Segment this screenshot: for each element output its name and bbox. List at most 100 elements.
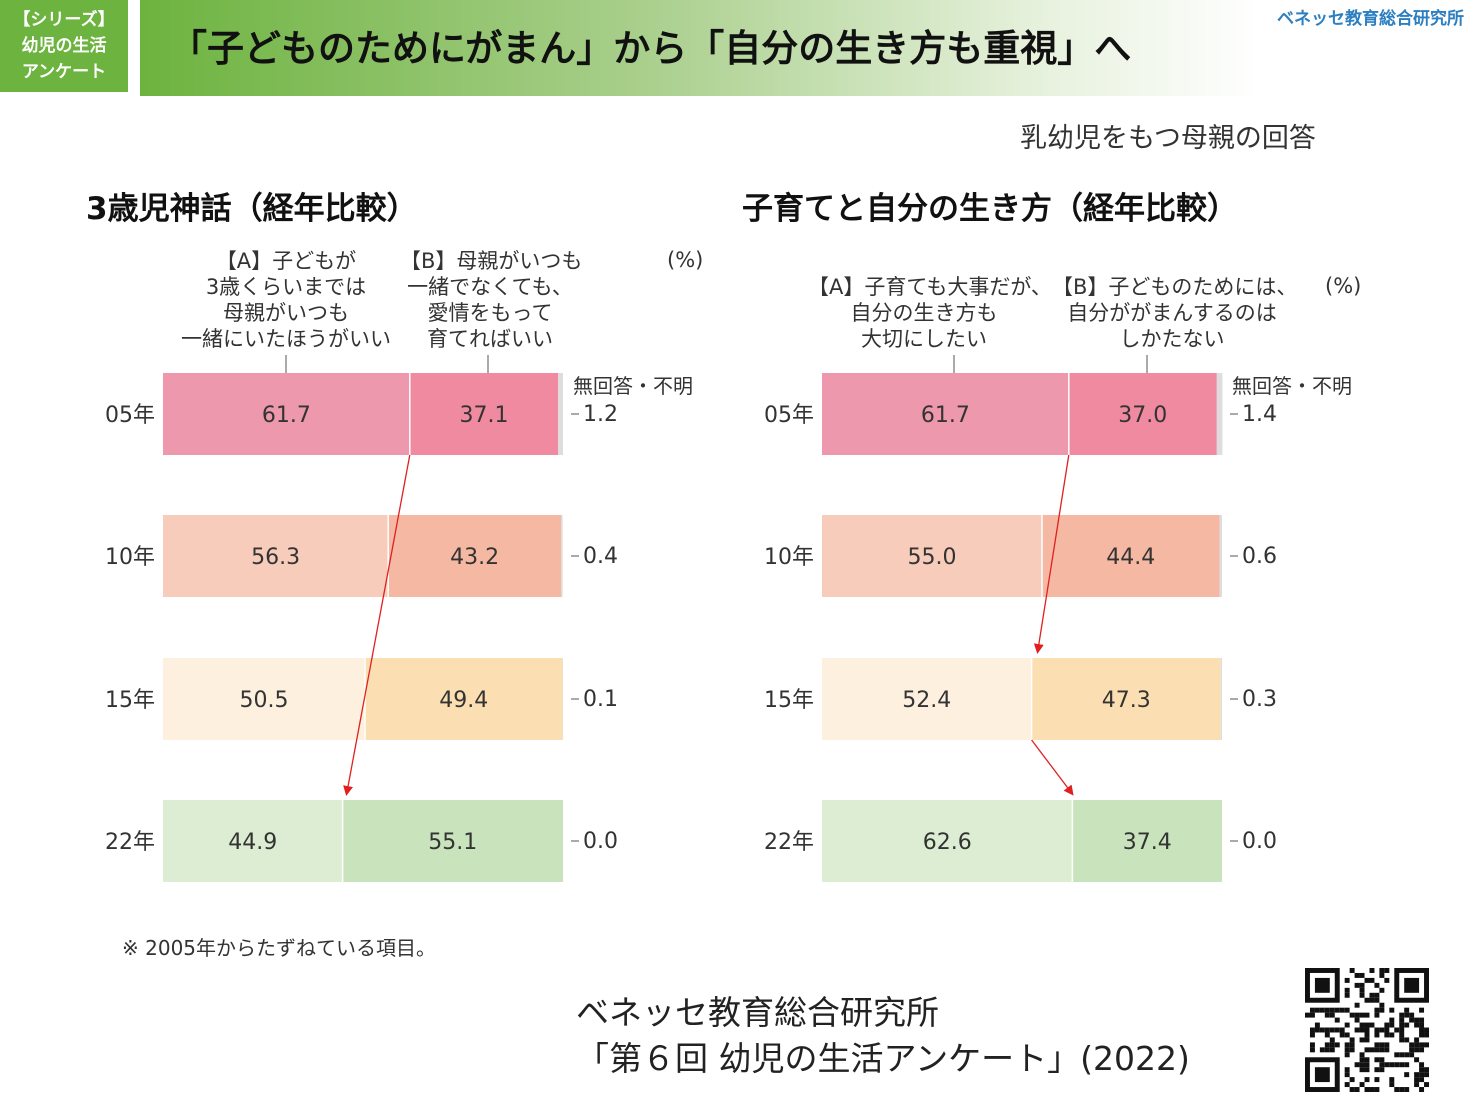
data-label-b: 37.4	[1123, 830, 1172, 855]
qr-module	[1344, 1042, 1350, 1048]
badge-line: アンケート	[21, 62, 107, 82]
qr-module	[1379, 968, 1385, 973]
qr-module	[1379, 1062, 1385, 1068]
qr-module	[1419, 1072, 1425, 1078]
data-label-b: 47.3	[1102, 688, 1151, 713]
category-label: 22年	[105, 830, 155, 855]
data-label-a: 61.7	[262, 403, 311, 428]
qr-module	[1354, 1027, 1360, 1033]
source-citation: ベネッセ教育総合研究所 「第６回 幼児の生活アンケート」(2022)	[576, 990, 1190, 1082]
no-answer-value: 0.6	[1242, 544, 1277, 569]
qr-module	[1409, 1012, 1415, 1018]
qr-module	[1344, 1052, 1350, 1058]
legend-line: 一緒にいたほうがいい	[181, 327, 391, 351]
trend-arrow	[343, 454, 411, 796]
qr-module	[1379, 1002, 1385, 1008]
category-label: 15年	[105, 688, 155, 713]
qr-code-icon[interactable]	[1305, 968, 1429, 1092]
bar-segment-a	[822, 800, 1073, 882]
qr-module	[1354, 972, 1360, 978]
bar-segment-a	[822, 658, 1032, 740]
bar-segment-b	[1031, 658, 1221, 740]
page-title: 「子どものためにがまん」から「自分の生き方も重視」へ	[170, 27, 1132, 70]
source-line-2: 「第６回 幼児の生活アンケート」(2022)	[576, 1039, 1190, 1078]
qr-module	[1394, 1052, 1400, 1058]
qr-module	[1344, 1022, 1350, 1028]
qr-module	[1359, 1062, 1365, 1068]
qr-module	[1364, 1022, 1370, 1028]
qr-module	[1314, 1022, 1320, 1028]
legend-line: 3歳くらいまでは	[205, 275, 367, 299]
legend-line: 一緒でなくても、	[407, 275, 573, 299]
bar-segment-no-answer	[1219, 515, 1222, 597]
qr-module	[1329, 1012, 1335, 1018]
qr-module	[1324, 1032, 1330, 1038]
legend-line: 母親がいつも	[223, 301, 349, 325]
qr-module	[1389, 1017, 1395, 1023]
qr-module	[1354, 1062, 1360, 1068]
qr-module	[1389, 1007, 1395, 1013]
qr-module	[1399, 1032, 1405, 1038]
qr-module	[1344, 977, 1350, 983]
legend-a-right: 【A】子育ても大事だが、 自分の生き方も 大切にしたい	[808, 274, 1052, 352]
qr-module	[1414, 1082, 1420, 1088]
respondent-note: 乳幼児をもつ母親の回答	[1020, 123, 1316, 154]
qr-module	[1329, 1027, 1335, 1033]
legend-a-left: 【A】子どもが 3歳くらいまでは 母親がいつも 一緒にいたほうがいい	[172, 248, 400, 352]
legend-line: しかたない	[1119, 327, 1225, 351]
qr-module	[1359, 982, 1365, 988]
bar-segment-no-answer	[1220, 658, 1222, 740]
legend-line: 【A】子育ても大事だが、	[808, 275, 1052, 299]
data-label-b: 37.0	[1118, 403, 1167, 428]
qr-module	[1359, 1082, 1365, 1088]
qr-module	[1424, 1067, 1429, 1073]
qr-module	[1424, 1082, 1429, 1088]
qr-module	[1349, 1037, 1355, 1043]
legend-line: 自分ががまんするのは	[1067, 301, 1277, 325]
data-label-a: 55.0	[908, 545, 957, 570]
qr-module	[1404, 1062, 1410, 1068]
bar-segment-a	[163, 515, 389, 597]
qr-module	[1349, 1042, 1355, 1048]
qr-module	[1394, 1062, 1400, 1068]
qr-module	[1419, 1022, 1425, 1028]
qr-module	[1334, 1027, 1340, 1033]
legend-line: 自分の生き方も	[850, 301, 998, 325]
qr-module	[1399, 1027, 1405, 1033]
category-label: 05年	[764, 403, 814, 428]
qr-module	[1399, 1012, 1405, 1018]
qr-module	[1399, 1022, 1405, 1028]
qr-module	[1364, 1087, 1370, 1092]
qr-module	[1374, 1032, 1380, 1038]
qr-finder-center	[1404, 977, 1420, 993]
qr-module	[1374, 1067, 1380, 1073]
qr-module	[1389, 1062, 1395, 1068]
legend-line: 育てればいい	[427, 327, 553, 351]
qr-module	[1324, 1027, 1330, 1033]
qr-module	[1404, 1052, 1410, 1058]
qr-module	[1314, 1007, 1320, 1013]
qr-module	[1414, 1077, 1420, 1083]
qr-module	[1374, 997, 1380, 1003]
qr-module	[1344, 987, 1350, 993]
qr-module	[1364, 1037, 1370, 1043]
qr-module	[1369, 1047, 1375, 1053]
qr-module	[1349, 1012, 1355, 1018]
legend-line: 愛情をもって	[427, 301, 553, 325]
qr-module	[1309, 1042, 1315, 1048]
category-label: 05年	[105, 403, 155, 428]
qr-module	[1404, 1012, 1410, 1018]
qr-module	[1329, 1042, 1335, 1048]
qr-module	[1364, 1077, 1370, 1083]
qr-module	[1409, 1052, 1415, 1058]
qr-module	[1364, 1032, 1370, 1038]
qr-module	[1374, 992, 1380, 998]
qr-module	[1344, 992, 1350, 998]
qr-module	[1359, 987, 1365, 993]
brand-logo-text: ベネッセ教育総合研究所	[1277, 9, 1464, 29]
qr-module	[1374, 1047, 1380, 1053]
data-label-b: 49.4	[439, 688, 488, 713]
qr-module	[1404, 1007, 1410, 1013]
qr-module	[1389, 1022, 1395, 1028]
qr-module	[1369, 1022, 1375, 1028]
